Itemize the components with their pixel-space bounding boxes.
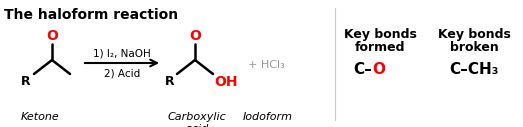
Text: Carboxylic
acid: Carboxylic acid	[168, 112, 226, 127]
Text: broken: broken	[450, 41, 498, 54]
Text: formed: formed	[355, 41, 405, 54]
Text: Ketone: Ketone	[20, 112, 60, 122]
Text: The haloform reaction: The haloform reaction	[4, 8, 178, 22]
Text: 1) I₂, NaOH: 1) I₂, NaOH	[93, 49, 151, 59]
Text: O: O	[372, 62, 385, 77]
Text: R: R	[164, 75, 174, 88]
Text: Key bonds: Key bonds	[438, 28, 510, 41]
Text: R: R	[21, 75, 31, 88]
Text: O: O	[189, 29, 201, 43]
Text: Key bonds: Key bonds	[344, 28, 416, 41]
Text: Iodoform: Iodoform	[243, 112, 293, 122]
Text: OH: OH	[214, 75, 237, 89]
Text: O: O	[46, 29, 58, 43]
Text: + HCl₃: + HCl₃	[248, 60, 285, 70]
Text: C–CH₃: C–CH₃	[449, 62, 499, 77]
Text: 2) Acid: 2) Acid	[104, 68, 140, 78]
Text: C–: C–	[353, 62, 372, 77]
